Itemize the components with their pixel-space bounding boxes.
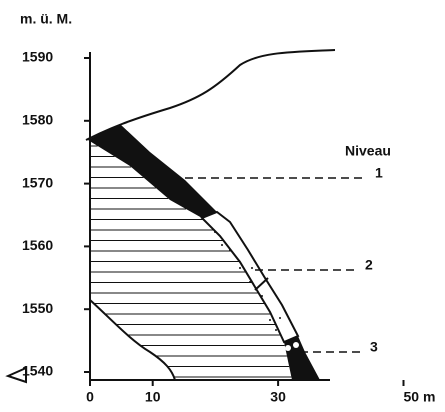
dot	[275, 329, 277, 331]
dot	[261, 295, 263, 297]
y-tick-label: 1580	[22, 112, 53, 128]
level-label: 1	[375, 165, 383, 181]
debris-zone	[200, 210, 300, 344]
lower-boundary	[89, 299, 176, 381]
dot	[279, 317, 281, 319]
dot	[251, 267, 253, 269]
slide-mass	[88, 124, 217, 218]
dot	[269, 319, 271, 321]
level-label: 3	[370, 339, 378, 355]
y-tick-label: 1560	[22, 237, 53, 253]
x-tick-label: 10	[145, 389, 161, 405]
hatching	[90, 145, 292, 378]
boulder	[285, 345, 291, 351]
y-tick-label: 1590	[22, 49, 53, 65]
dot	[221, 244, 223, 246]
dot	[239, 267, 241, 269]
y-tick-label: 1550	[22, 300, 53, 316]
y-tick-label: 1540	[22, 363, 53, 379]
y-tick-label: 1570	[22, 174, 53, 190]
boulder	[293, 342, 299, 348]
toe-mass	[284, 336, 320, 380]
x-tick-label: 30	[270, 389, 286, 405]
legend-title: Niveau	[345, 143, 391, 159]
level-label: 2	[365, 257, 373, 273]
dot	[214, 231, 216, 233]
x-tick-label: 0	[86, 389, 94, 405]
surface	[85, 49, 336, 141]
arrow-marker	[5, 366, 27, 384]
y-axis-unit: m. ü. M.	[20, 11, 72, 27]
crack	[254, 277, 269, 291]
x-tick-label: 50 m	[404, 389, 436, 405]
